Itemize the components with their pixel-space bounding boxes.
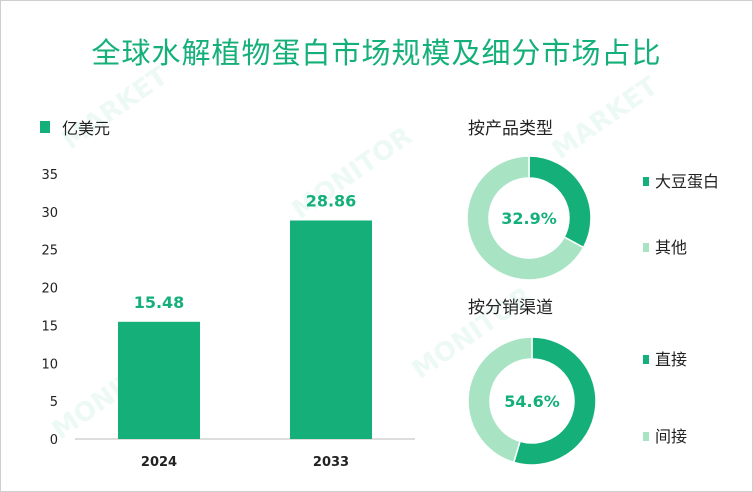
legend-swatch — [643, 355, 649, 364]
legend-swatch — [643, 177, 649, 186]
bar — [118, 321, 200, 439]
x-tick-label: 2033 — [313, 455, 349, 470]
bar-series: 15.48 2024 28.86 2033 — [118, 191, 372, 470]
donut-distribution-channel — [467, 336, 597, 466]
y-tick-label: 35 — [41, 168, 58, 183]
bar-value-label: 15.48 — [134, 293, 185, 312]
donut2-title: 按分销渠道 — [468, 298, 553, 318]
bar-legend-label: 亿美元 — [62, 119, 110, 138]
donut2-center-label: 54.6% — [504, 392, 560, 411]
donut1-center-label: 32.9% — [501, 209, 557, 228]
donut-slice — [467, 336, 533, 464]
legend-label: 直接 — [655, 350, 687, 369]
svg-text:MARKET: MARKET — [547, 71, 664, 166]
donut1-title: 按产品类型 — [468, 119, 553, 139]
svg-text:MARKET: MARKET — [57, 61, 174, 156]
y-tick-label: 0 — [50, 433, 58, 448]
y-tick-label: 5 — [50, 395, 58, 410]
donut-product-type — [466, 155, 592, 281]
donut-slice — [512, 336, 597, 466]
y-tick-label: 25 — [41, 244, 58, 259]
bar-value-label: 28.86 — [306, 191, 357, 210]
legend-label: 大豆蛋白 — [655, 172, 719, 191]
bar — [290, 220, 372, 439]
x-tick-label: 2024 — [141, 455, 177, 470]
donut-slice — [466, 155, 585, 281]
y-tick-label: 10 — [41, 357, 58, 372]
bar-y-axis: 0 5 10 15 20 25 30 35 — [41, 168, 415, 448]
chart-title: 全球水解植物蛋白市场规模及细分市场占比 — [91, 36, 662, 70]
legend-label: 其他 — [655, 238, 687, 257]
legend-label: 间接 — [655, 427, 687, 446]
legend-swatch — [643, 243, 649, 252]
y-tick-label: 30 — [41, 206, 58, 221]
bar-legend-swatch — [40, 121, 50, 133]
legend-swatch — [643, 432, 649, 441]
y-tick-label: 15 — [41, 319, 58, 334]
y-tick-label: 20 — [41, 282, 58, 297]
donut-slice — [528, 155, 592, 249]
svg-text:MONITOR: MONITOR — [407, 281, 538, 385]
